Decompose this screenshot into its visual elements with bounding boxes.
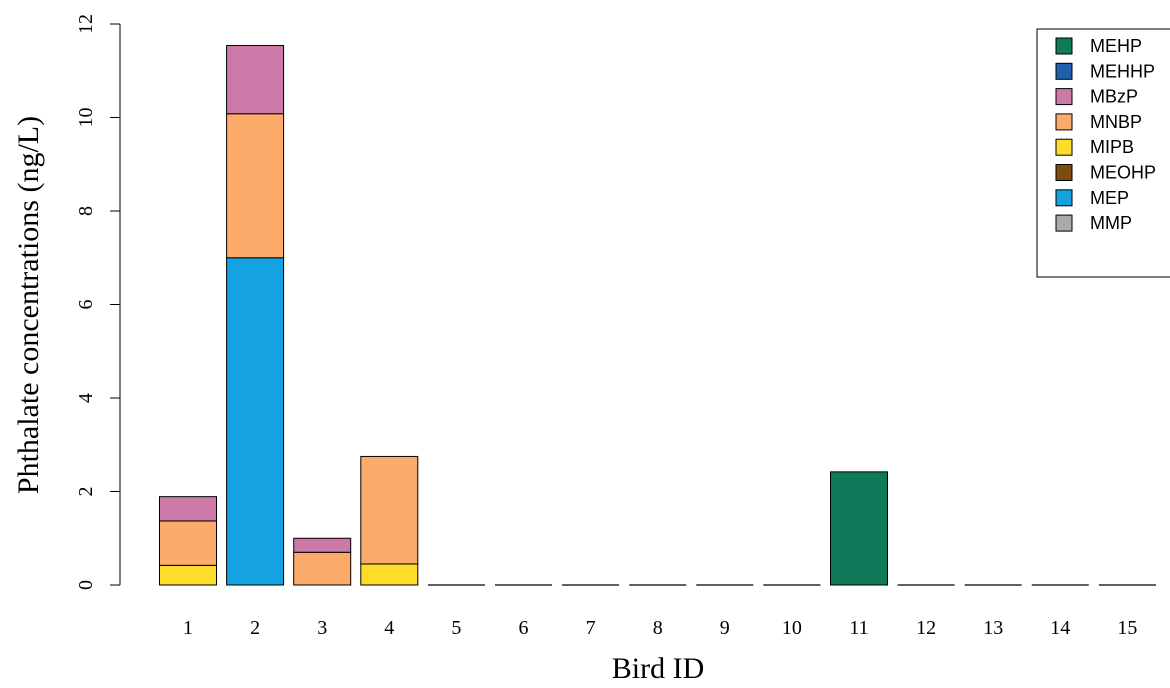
bar-segment-mehp — [830, 471, 888, 586]
legend-swatch — [1055, 189, 1073, 207]
legend-label: MEP — [1090, 188, 1129, 208]
bar-segment-mnbp — [293, 551, 352, 586]
legend-label: MEHHP — [1090, 61, 1155, 81]
legend-label: MEOHP — [1090, 163, 1156, 183]
bar-segment-mnbp — [226, 113, 285, 259]
x-tick-label: 15 — [1117, 617, 1137, 639]
bar-segment-mbzp — [159, 496, 217, 522]
x-tick-label: 7 — [586, 617, 596, 639]
bar-segment-mnbp — [159, 520, 217, 566]
x-axis-title: Bird ID — [612, 652, 705, 685]
x-tick-label: 8 — [653, 617, 663, 639]
legend: MEHP MEHHP MBzP MNBP MIPB MEOHP MEP MMP — [1036, 28, 1170, 278]
y-tick-label: 6 — [75, 300, 97, 310]
x-axis: 1 2 3 4 5 6 7 8 9 10 11 12 13 14 15 — [183, 617, 1137, 639]
legend-swatch — [1055, 88, 1073, 106]
x-tick-label: 5 — [451, 617, 461, 639]
y-tick-label: 8 — [75, 206, 97, 216]
legend-label: MNBP — [1090, 112, 1142, 132]
y-axis: 0 2 4 6 8 10 12 — [75, 14, 121, 590]
y-tick-label: 4 — [75, 393, 97, 403]
x-tick-label: 6 — [519, 617, 529, 639]
y-tick-label: 0 — [75, 580, 97, 590]
x-tick-label: 9 — [720, 617, 730, 639]
x-tick-label: 2 — [250, 617, 260, 639]
x-tick-label: 1 — [183, 617, 193, 639]
bar-group — [226, 45, 285, 586]
y-tick-label: 2 — [75, 487, 97, 497]
x-tick-label: 12 — [916, 617, 936, 639]
legend-swatch — [1055, 164, 1073, 181]
y-tick-label: 10 — [75, 108, 97, 128]
legend-label: MEHP — [1090, 36, 1142, 56]
x-tick-label: 10 — [782, 617, 802, 639]
legend-label: MBzP — [1090, 87, 1138, 107]
legend-swatch — [1055, 62, 1073, 80]
bar-segment-mipb — [360, 563, 419, 586]
legend-swatch — [1055, 138, 1073, 156]
bar-group — [159, 496, 217, 586]
bar-segment-mep — [226, 257, 285, 586]
x-tick-label: 3 — [317, 617, 327, 639]
bar-group — [360, 455, 419, 586]
bar-segment-mipb — [159, 564, 217, 586]
x-tick-label: 11 — [849, 617, 868, 639]
bar-group — [293, 537, 352, 586]
legend-swatch — [1055, 113, 1073, 131]
y-tick-label: 12 — [75, 14, 97, 34]
bar-group — [830, 471, 888, 586]
legend-swatch — [1055, 37, 1073, 55]
y-axis-title: Phthalate concentrations (ng/L) — [12, 116, 45, 494]
x-tick-label: 4 — [384, 617, 394, 639]
legend-label: MIPB — [1090, 137, 1134, 157]
x-tick-label: 13 — [983, 617, 1003, 639]
x-tick-label: 14 — [1050, 617, 1070, 639]
bar-segment-mbzp — [226, 45, 285, 115]
legend-swatch — [1055, 214, 1073, 232]
bars — [159, 45, 1156, 586]
bar-segment-mbzp — [293, 537, 352, 553]
bar-segment-mnbp — [360, 455, 419, 565]
legend-label: MMP — [1090, 213, 1132, 233]
